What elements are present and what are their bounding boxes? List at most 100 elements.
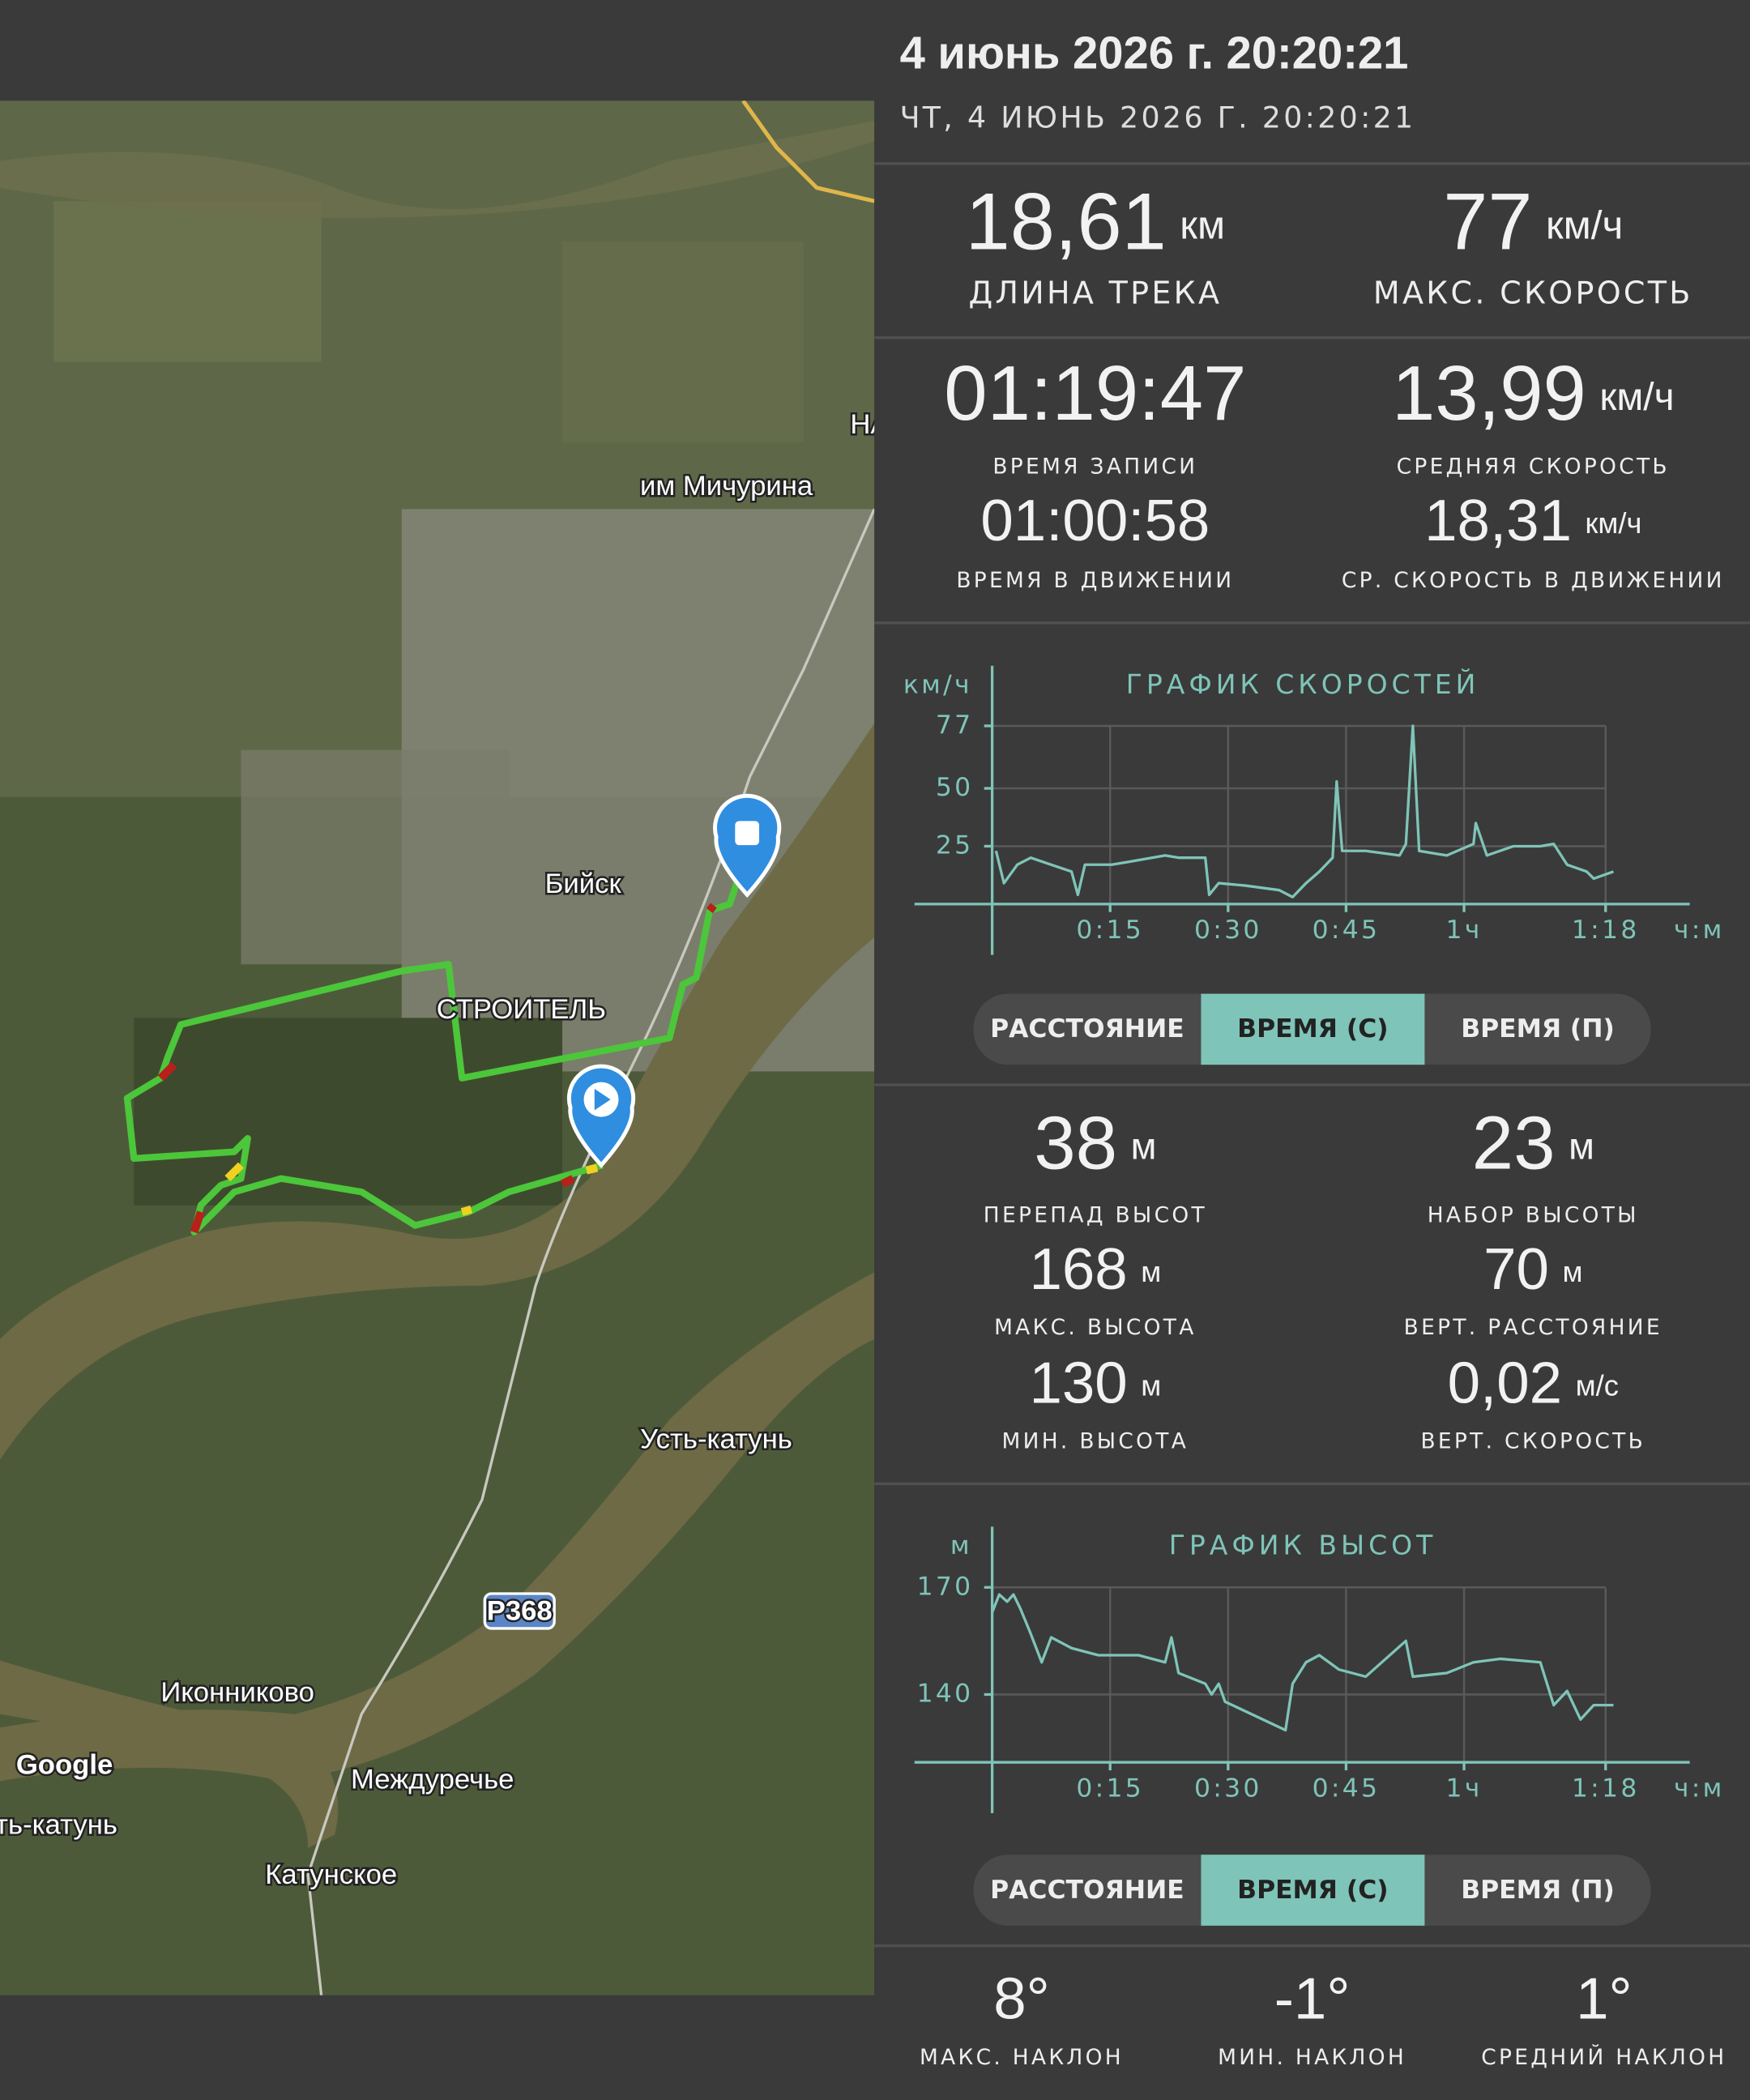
- tab-bar: РАССТОЯНИЕ ВРЕМЯ (С) ВРЕМЯ (П): [973, 1855, 1651, 1926]
- tab[interactable]: ВРЕМЯ (С): [1237, 1876, 1388, 1905]
- x-tick-label: 1ч: [1445, 1773, 1482, 1803]
- x-tick-label: 0:45: [1312, 916, 1381, 945]
- stat-number: 13,99: [1392, 350, 1586, 437]
- stat-label: НАБОР ВЫСОТЫ: [1428, 1202, 1639, 1227]
- stat-value: 38 м: [1034, 1101, 1156, 1185]
- stat-number: 18,61: [966, 177, 1167, 267]
- stat-unit: км: [1180, 202, 1225, 247]
- stat-number: 01:19:47: [944, 350, 1246, 437]
- map-label: Иконниково: [160, 1677, 314, 1708]
- stat-number: 77: [1443, 177, 1532, 267]
- stat-value: -1°: [1274, 1966, 1351, 2032]
- stat-label: МИН. ВЫСОТА: [1002, 1429, 1189, 1454]
- y-tick-label: 170: [917, 1572, 974, 1601]
- tab[interactable]: РАССТОЯНИЕ: [990, 1014, 1184, 1044]
- stat-value: 0,02 м/с: [1448, 1351, 1619, 1416]
- stat-value: 77 км/ч: [1443, 177, 1623, 267]
- map-label: Междуречье: [351, 1765, 514, 1795]
- stat-label: ВЕРТ. РАССТОЯНИЕ: [1404, 1315, 1662, 1340]
- stat-label: ВРЕМЯ ЗАПИСИ: [992, 455, 1197, 480]
- stat-label: МАКС. НАКЛОН: [920, 2045, 1124, 2070]
- stat-unit: м: [1569, 1125, 1594, 1167]
- map-label: Google: [16, 1749, 113, 1780]
- stat-label: СР. СКОРОСТЬ В ДВИЖЕНИИ: [1342, 568, 1725, 593]
- y-tick-label: 50: [936, 773, 974, 802]
- map-label: им Мичурина: [640, 471, 813, 502]
- x-tick-label: 1ч: [1445, 916, 1482, 945]
- stat-number: 1°: [1576, 1966, 1633, 2032]
- y-tick-label: 77: [936, 711, 974, 740]
- stat-value: 8°: [993, 1966, 1050, 2032]
- stat-label: ВЕРТ. СКОРОСТЬ: [1420, 1429, 1645, 1454]
- data-line: [994, 724, 1614, 898]
- stat-label: МИН. НАКЛОН: [1218, 2045, 1406, 2070]
- stat-label: СРЕДНИЙ НАКЛОН: [1481, 2044, 1727, 2070]
- x-tick-label: 0:30: [1194, 1773, 1262, 1803]
- x-tick-label: 1:18: [1572, 916, 1640, 945]
- stat-number: 168: [1029, 1236, 1127, 1302]
- tab-active: [1201, 993, 1425, 1065]
- stat-label: МАКС. СКОРОСТЬ: [1373, 275, 1693, 310]
- stat-value: 168 м: [1029, 1236, 1161, 1302]
- x-tick-label: 0:45: [1312, 1773, 1381, 1803]
- stat-value: 130 м: [1029, 1351, 1161, 1416]
- stat-value: 18,31 км/ч: [1424, 488, 1641, 553]
- stat-value: 01:19:47: [944, 350, 1246, 437]
- stat-number: 01:00:58: [980, 488, 1210, 553]
- stat-number: 23: [1472, 1101, 1556, 1185]
- map-label: НА: [850, 409, 890, 440]
- tab[interactable]: ВРЕМЯ (С): [1237, 1014, 1388, 1044]
- tab-active: [1201, 1855, 1425, 1926]
- map-label: Катунское: [265, 1859, 397, 1890]
- x-unit: ч:м: [1674, 1773, 1725, 1803]
- stat-unit: км/ч: [1599, 375, 1674, 418]
- subtitle: ЧТ, 4 ИЮНЬ 2026 Г. 20:20:21: [900, 100, 1416, 134]
- separators: [874, 162, 1750, 1948]
- stat-unit: км/ч: [1546, 202, 1623, 247]
- stat-number: 70: [1483, 1236, 1549, 1302]
- stat-unit: м/с: [1576, 1368, 1619, 1402]
- stat-value: 70 м: [1483, 1236, 1582, 1302]
- stat-label: ДЛИНА ТРЕКА: [968, 275, 1222, 310]
- x-tick-label: 0:15: [1076, 1773, 1144, 1803]
- map-label: Усть-катунь: [0, 1810, 117, 1841]
- map-label: Усть-катунь: [640, 1424, 792, 1455]
- stat-number: 18,31: [1424, 488, 1572, 553]
- x-unit: ч:м: [1674, 916, 1725, 945]
- stat-number: -1°: [1274, 1966, 1351, 2032]
- map[interactable]: им Мичурина Бийск СТРОИТЕЛЬ Усть-катунь Р368…: [0, 100, 890, 1995]
- stat-unit: км/ч: [1586, 506, 1642, 540]
- stat-number: 38: [1034, 1101, 1117, 1185]
- tab[interactable]: ВРЕМЯ (П): [1461, 1014, 1615, 1044]
- data-line: [991, 1593, 1614, 1732]
- stat-label: МАКС. ВЫСОТА: [994, 1315, 1197, 1340]
- y-tick-label: 25: [936, 830, 974, 860]
- stat-number: 130: [1029, 1351, 1127, 1416]
- map-label: СТРОИТЕЛЬ: [437, 994, 606, 1025]
- stat-number: 8°: [993, 1966, 1050, 2032]
- stat-number: 0,02: [1448, 1351, 1563, 1416]
- tab-bar: РАССТОЯНИЕ ВРЕМЯ (С) ВРЕМЯ (П): [973, 993, 1651, 1065]
- stat-unit: м: [1141, 1368, 1161, 1402]
- stat-value: 23 м: [1472, 1101, 1594, 1185]
- stat-label: СРЕДНЯЯ СКОРОСТЬ: [1397, 455, 1670, 480]
- x-tick-label: 1:18: [1572, 1773, 1640, 1803]
- tab[interactable]: РАССТОЯНИЕ: [990, 1876, 1184, 1905]
- stat-unit: м: [1562, 1255, 1582, 1288]
- y-unit: км/ч: [903, 670, 972, 699]
- chart-title: ГРАФИК СКОРОСТЕЙ: [1126, 668, 1480, 700]
- y-unit: м: [950, 1531, 972, 1560]
- tab[interactable]: ВРЕМЯ (П): [1461, 1876, 1615, 1905]
- stat-unit: м: [1131, 1125, 1157, 1167]
- stat-value: 13,99 км/ч: [1392, 350, 1675, 437]
- stat-label: ПЕРЕПАД ВЫСОТ: [984, 1202, 1207, 1227]
- x-tick-label: 0:15: [1076, 916, 1144, 945]
- stat-unit: м: [1141, 1255, 1161, 1288]
- stat-value: 01:00:58: [980, 488, 1210, 553]
- y-tick-label: 140: [917, 1679, 974, 1708]
- stat-value: 18,61 км: [966, 177, 1225, 267]
- stat-value: 1°: [1576, 1966, 1633, 2032]
- map-label: Бийск: [545, 869, 622, 899]
- stat-label: ВРЕМЯ В ДВИЖЕНИИ: [956, 568, 1234, 593]
